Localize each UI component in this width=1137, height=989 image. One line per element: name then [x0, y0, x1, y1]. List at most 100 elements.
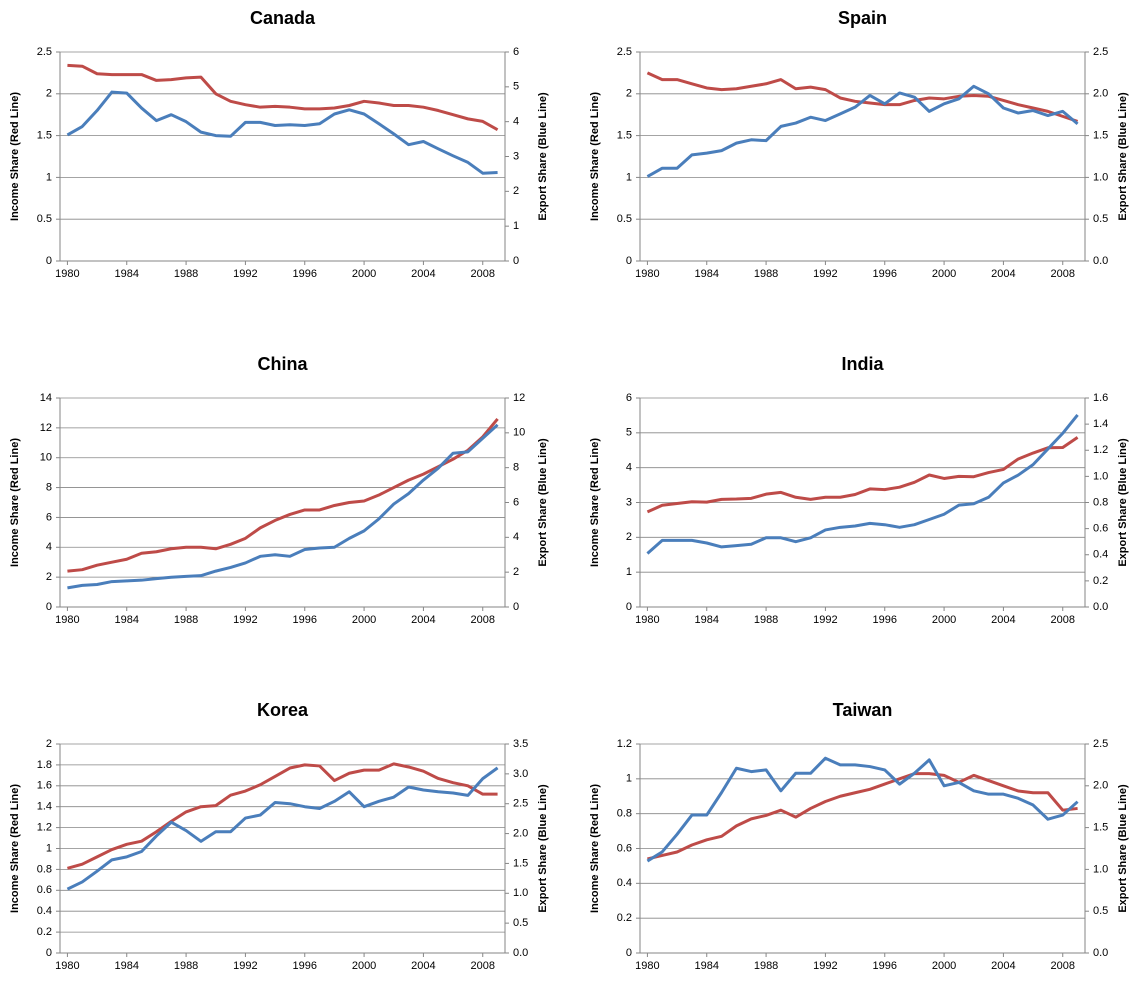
x-tick-label: 1980: [635, 960, 659, 972]
y2-tick-label: 1.5: [1093, 130, 1108, 142]
x-tick-label: 1984: [695, 960, 719, 972]
y-tick-label: 10: [40, 452, 52, 464]
y-tick-label: 2: [626, 88, 632, 100]
y-tick-label: 0.4: [617, 877, 632, 889]
x-tick-label: 2000: [352, 614, 376, 626]
x-tick-label: 1996: [873, 268, 897, 280]
y2-axis-title: Export Share (Blue Line): [1117, 438, 1129, 567]
y2-axis-title: Export Share (Blue Line): [1117, 784, 1129, 913]
x-tick-label: 2008: [471, 960, 495, 972]
chart-title: India: [841, 354, 884, 374]
y2-tick-label: 3.0: [513, 768, 528, 780]
y2-tick-label: 0.0: [513, 947, 528, 959]
y2-axis-title: Export Share (Blue Line): [537, 92, 549, 221]
data-line: [646, 414, 1079, 555]
data-line: [647, 772, 1078, 861]
y-tick-label: 4: [626, 462, 632, 474]
x-tick-label: 1980: [55, 268, 79, 280]
y2-tick-label: 0: [513, 255, 519, 267]
y2-axis-title: Export Share (Blue Line): [1117, 92, 1129, 221]
x-tick-label: 1984: [115, 268, 139, 280]
x-tick-label: 1992: [233, 614, 257, 626]
y2-tick-label: 0.0: [1093, 947, 1108, 959]
data-line: [646, 436, 1079, 514]
chart-title: Taiwan: [833, 700, 893, 720]
x-tick-label: 1980: [55, 614, 79, 626]
y-tick-label: 1: [626, 773, 632, 785]
data-line: [67, 762, 498, 870]
y-tick-label: 1.4: [37, 801, 52, 813]
y2-tick-label: 12: [513, 392, 525, 404]
x-tick-label: 2008: [1051, 614, 1075, 626]
y2-tick-label: 2.0: [513, 827, 528, 839]
y2-tick-label: 2.5: [1093, 738, 1108, 750]
y2-tick-label: 0.5: [513, 917, 528, 929]
y2-tick-label: 0: [513, 601, 519, 613]
data-line: [646, 756, 1079, 863]
chart-title: China: [257, 354, 308, 374]
x-tick-label: 2000: [932, 614, 956, 626]
y2-tick-label: 1.6: [1093, 392, 1108, 404]
y2-tick-label: 3.5: [513, 738, 528, 750]
x-tick-label: 1984: [115, 614, 139, 626]
y2-tick-label: 2: [513, 185, 519, 197]
y2-tick-label: 2.5: [513, 798, 528, 810]
y2-tick-label: 5: [513, 81, 519, 93]
data-line: [67, 423, 499, 590]
data-line: [67, 63, 499, 132]
y-tick-label: 0.6: [37, 884, 52, 896]
x-tick-label: 1996: [293, 960, 317, 972]
y-tick-label: 2: [46, 88, 52, 100]
y2-tick-label: 1.0: [1093, 171, 1108, 183]
data-line: [646, 84, 1079, 178]
y2-tick-label: 1: [513, 220, 519, 232]
y-tick-label: 0: [46, 947, 52, 959]
y-tick-label: 1.8: [37, 759, 52, 771]
y2-tick-label: 10: [513, 427, 525, 439]
x-tick-label: 2004: [991, 614, 1015, 626]
data-line: [67, 417, 499, 573]
y2-tick-label: 1.4: [1093, 418, 1108, 430]
y2-tick-label: 0.2: [1093, 575, 1108, 587]
y-tick-label: 0: [626, 947, 632, 959]
y-axis-title: Income Share (Red Line): [589, 92, 601, 221]
y-tick-label: 1.2: [37, 822, 52, 834]
x-tick-label: 1984: [695, 614, 719, 626]
y2-tick-label: 4: [513, 531, 519, 543]
data-line: [646, 71, 1079, 123]
y-tick-label: 1: [46, 171, 52, 183]
y-tick-label: 2: [626, 531, 632, 543]
x-tick-label: 1988: [754, 960, 778, 972]
y2-tick-label: 4: [513, 116, 519, 128]
y-tick-label: 1.5: [37, 130, 52, 142]
x-tick-label: 1988: [174, 614, 198, 626]
x-tick-label: 2000: [932, 268, 956, 280]
y2-tick-label: 0.5: [1093, 905, 1108, 917]
x-tick-label: 1996: [873, 960, 897, 972]
y2-tick-label: 1.5: [1093, 822, 1108, 834]
y2-tick-label: 6: [513, 46, 519, 58]
y-tick-label: 0: [626, 255, 632, 267]
x-tick-label: 1996: [293, 268, 317, 280]
y-axis-title: Income Share (Red Line): [589, 438, 601, 567]
x-tick-label: 2004: [411, 960, 435, 972]
y-tick-label: 0.4: [37, 905, 52, 917]
y-axis-title: Income Share (Red Line): [9, 784, 21, 913]
data-line: [66, 766, 499, 891]
y-tick-label: 2.5: [37, 46, 52, 58]
y2-tick-label: 0.4: [1093, 549, 1108, 561]
y-tick-label: 1: [46, 842, 52, 854]
x-tick-label: 2008: [471, 268, 495, 280]
y-tick-label: 2: [46, 738, 52, 750]
y-axis-title: Income Share (Red Line): [589, 784, 601, 913]
y-tick-label: 6: [46, 511, 52, 523]
x-tick-label: 2004: [991, 960, 1015, 972]
x-tick-label: 1992: [813, 960, 837, 972]
y-tick-label: 1.6: [37, 780, 52, 792]
chart-title: Spain: [838, 8, 887, 28]
y2-tick-label: 0.5: [1093, 213, 1108, 225]
y-tick-label: 0: [626, 601, 632, 613]
x-tick-label: 1996: [293, 614, 317, 626]
y2-tick-label: 6: [513, 496, 519, 508]
